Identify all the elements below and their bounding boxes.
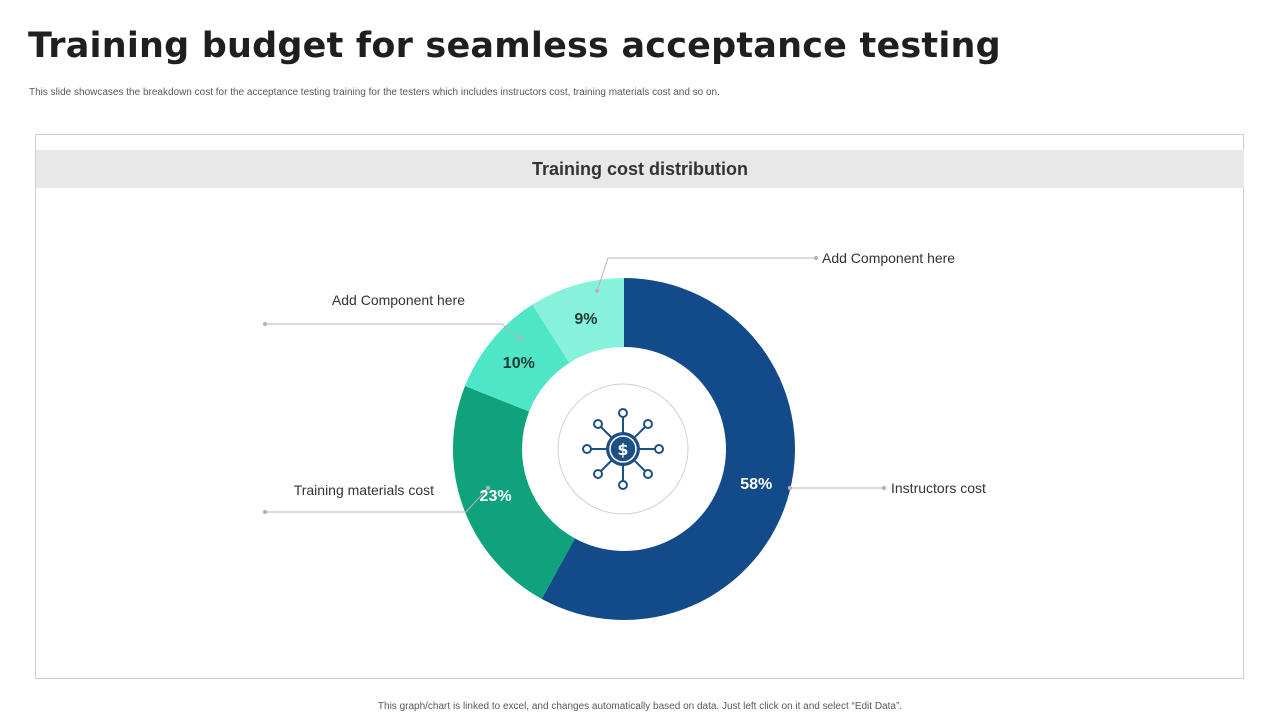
leader-dot xyxy=(262,321,268,327)
leader-dot xyxy=(813,255,819,261)
leader-dot xyxy=(787,485,793,491)
donut-slice[interactable] xyxy=(541,278,796,620)
chart-panel xyxy=(35,134,1244,679)
leader-dot xyxy=(594,288,600,294)
donut-slice[interactable] xyxy=(452,386,575,599)
chart-panel-header: Training cost distribution xyxy=(36,150,1244,188)
slice-category-label: Add Component here xyxy=(332,292,465,308)
slide-subtitle: This slide showcases the breakdown cost … xyxy=(29,87,720,98)
slice-value-label: 58% xyxy=(740,476,772,493)
leader-line xyxy=(265,323,522,340)
svg-text:$: $ xyxy=(617,440,628,459)
leader-dot xyxy=(518,336,524,342)
donut-slice[interactable] xyxy=(532,278,624,363)
slices-layer xyxy=(452,278,796,620)
slice-value-label: 23% xyxy=(480,488,512,505)
slice-value-label: 9% xyxy=(574,311,597,328)
leader-line xyxy=(265,487,489,513)
center-hub: $ xyxy=(557,383,689,515)
leader-dot xyxy=(485,485,491,491)
slice-category-label: Add Component here xyxy=(822,250,955,266)
dollar-network-icon: $ xyxy=(582,408,664,490)
leader-dot xyxy=(262,509,268,515)
slice-value-label: 10% xyxy=(503,355,535,372)
labels-layer: 58% Instructors cost 23% Training materials… xyxy=(294,250,986,505)
leader-dot xyxy=(881,485,887,491)
slice-category-label: Training materials cost xyxy=(294,482,434,498)
donut-slice[interactable] xyxy=(465,304,570,412)
footer-note: This graph/chart is linked to excel, and… xyxy=(377,701,903,712)
leader-lines-layer xyxy=(262,255,887,515)
slice-category-label: Instructors cost xyxy=(891,480,986,496)
center-ring xyxy=(557,383,689,515)
slide-title: Training budget for seamless acceptance … xyxy=(28,26,1001,66)
chart-title: Training cost distribution xyxy=(532,159,748,179)
leader-line xyxy=(596,257,816,292)
